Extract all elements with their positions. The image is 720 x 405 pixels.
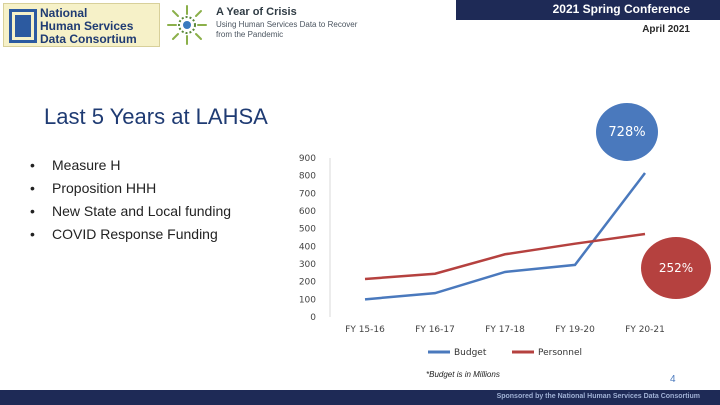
org-name-line-2: Human Services [40, 19, 134, 33]
x-tick-label: FY 15-16 [345, 325, 385, 335]
y-tick-label: 0 [310, 313, 316, 323]
list-item-label: New State and Local funding [52, 203, 232, 219]
nhsdc-logo-mark-icon [9, 9, 37, 43]
conference-banner: 2021 Spring Conference [456, 0, 720, 20]
bullet-icon: • [30, 203, 35, 219]
x-tick-label: FY 16-17 [415, 325, 455, 335]
x-tick-label: FY 20-21 [625, 325, 665, 335]
list-item: • COVID Response Funding [30, 223, 231, 246]
y-tick-label: 600 [299, 207, 316, 217]
slide-header: National Human Services Data Consortium … [0, 0, 720, 50]
legend-label-budget: Budget [454, 348, 487, 358]
list-item: • Measure H [30, 154, 231, 177]
personnel-growth-badge: 252% [641, 237, 711, 299]
list-item-label: Proposition HHH [52, 180, 157, 196]
x-tick-label: FY 19-20 [555, 325, 595, 335]
funding-sources-list: • Measure H • Proposition HHH • New State a… [30, 154, 231, 246]
sunburst-icon [167, 5, 207, 45]
x-tick-label: FY 17-18 [485, 325, 525, 335]
slide-title: Last 5 Years at LAHSA [44, 104, 268, 129]
budget-personnel-chart: 900 800 700 600 500 400 300 200 100 0 FY 15-16 FY 1… [280, 140, 710, 390]
y-tick-label: 500 [299, 225, 316, 235]
legend-label-personnel: Personnel [538, 348, 582, 358]
list-item: • Proposition HHH [30, 177, 231, 200]
org-name: National Human Services Data Consortium [40, 7, 137, 46]
list-item-label: Measure H [52, 157, 121, 173]
bullet-icon: • [30, 226, 35, 242]
line-chart: 900 800 700 600 500 400 300 200 100 0 FY 15-16 FY 1… [299, 154, 665, 358]
org-name-line-3: Data Consortium [40, 32, 137, 46]
chart-footnote: *Budget is in Millions [426, 370, 500, 379]
budget-growth-badge: 728% [596, 103, 658, 161]
bullet-icon: • [30, 180, 35, 196]
series-line-personnel [364, 232, 646, 281]
nhsdc-logo: National Human Services Data Consortium [3, 3, 160, 47]
y-tick-label: 800 [299, 172, 316, 182]
page-number: 4 [670, 374, 676, 385]
y-tick-label: 900 [299, 154, 316, 164]
slide-footer: Sponsored by the National Human Services… [0, 390, 720, 405]
conference-date: April 2021 [642, 24, 690, 35]
footer-sponsor-text: Sponsored by the National Human Services… [496, 393, 700, 400]
conference-name: 2021 Spring Conference [552, 2, 690, 16]
y-tick-label: 200 [299, 278, 316, 288]
bullet-icon: • [30, 157, 35, 173]
y-tick-label: 700 [299, 189, 316, 199]
conference-theme-title: A Year of Crisis [216, 6, 297, 18]
series-line-budget [364, 172, 646, 301]
org-name-line-1: National [40, 6, 88, 20]
y-tick-label: 100 [299, 295, 316, 305]
y-tick-label: 300 [299, 260, 316, 270]
y-tick-label: 400 [299, 242, 316, 252]
conference-theme-subtitle: Using Human Services Data to Recover fro… [216, 20, 358, 39]
list-item: • New State and Local funding [30, 200, 231, 223]
list-item-label: COVID Response Funding [52, 226, 218, 242]
